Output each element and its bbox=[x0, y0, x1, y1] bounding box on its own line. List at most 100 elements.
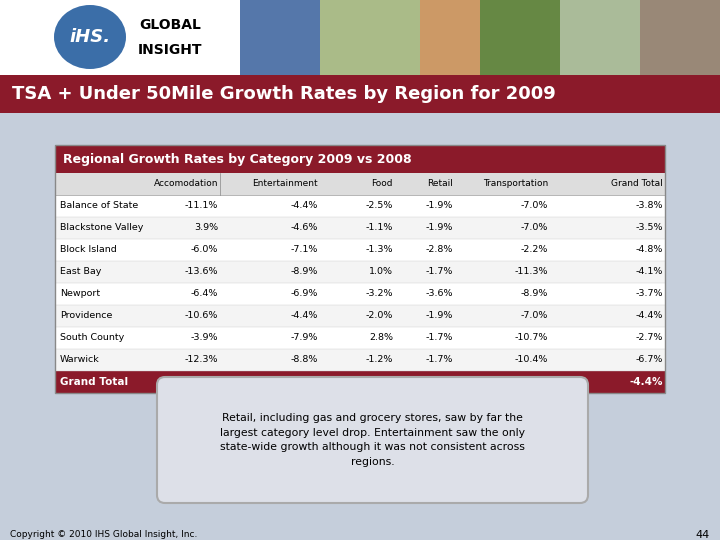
Text: -3.8%: -3.8% bbox=[636, 201, 663, 211]
Text: -4.8%: -4.8% bbox=[636, 246, 663, 254]
Bar bbox=[240, 0, 720, 75]
Bar bbox=[55, 217, 665, 239]
Bar bbox=[55, 195, 665, 217]
Text: -2.5%: -2.5% bbox=[366, 201, 393, 211]
Text: -3.9%: -3.9% bbox=[191, 334, 218, 342]
Text: Warwick: Warwick bbox=[60, 355, 100, 364]
Text: Accomodation: Accomodation bbox=[153, 179, 218, 188]
Text: -13.6%: -13.6% bbox=[184, 267, 218, 276]
Bar bbox=[640, 0, 720, 75]
Text: Retail, including gas and grocery stores, saw by far the
largest category level : Retail, including gas and grocery stores… bbox=[220, 413, 525, 467]
Text: -7.0%: -7.0% bbox=[521, 201, 548, 211]
Text: 2.8%: 2.8% bbox=[369, 334, 393, 342]
Text: -10.4%: -10.4% bbox=[515, 355, 548, 364]
Text: -5.5%: -5.5% bbox=[284, 377, 318, 387]
Text: East Bay: East Bay bbox=[60, 267, 102, 276]
Text: -8.8%: -8.8% bbox=[291, 355, 318, 364]
Text: Grand Total: Grand Total bbox=[611, 179, 663, 188]
Text: -4.4%: -4.4% bbox=[291, 201, 318, 211]
Text: -1.1%: -1.1% bbox=[366, 224, 393, 233]
Text: -4.4%: -4.4% bbox=[629, 377, 663, 387]
Text: -8.9%: -8.9% bbox=[291, 267, 318, 276]
Text: -1.3%: -1.3% bbox=[366, 246, 393, 254]
Text: -8.4%: -8.4% bbox=[515, 377, 548, 387]
Text: -1.0%: -1.0% bbox=[360, 377, 393, 387]
Text: -1.7%: -1.7% bbox=[426, 267, 453, 276]
Text: -6.0%: -6.0% bbox=[191, 246, 218, 254]
Text: Transportation: Transportation bbox=[482, 179, 548, 188]
Text: South County: South County bbox=[60, 334, 125, 342]
Text: iHS.: iHS. bbox=[69, 28, 111, 46]
Bar bbox=[55, 145, 665, 173]
Bar bbox=[0, 0, 720, 75]
Text: -12.3%: -12.3% bbox=[184, 355, 218, 364]
Text: -2.8%: -2.8% bbox=[426, 246, 453, 254]
Text: -1.2%: -1.2% bbox=[366, 355, 393, 364]
Text: Retail: Retail bbox=[427, 179, 453, 188]
Bar bbox=[0, 75, 720, 113]
Text: -6.9%: -6.9% bbox=[291, 289, 318, 299]
Text: TSA + Under 50Mile Growth Rates by Region for 2009: TSA + Under 50Mile Growth Rates by Regio… bbox=[12, 85, 556, 103]
Text: -4.1%: -4.1% bbox=[636, 267, 663, 276]
Text: -8.9%: -8.9% bbox=[521, 289, 548, 299]
Text: Block Island: Block Island bbox=[60, 246, 117, 254]
Text: Providence: Providence bbox=[60, 312, 112, 321]
Text: -2.0%: -2.0% bbox=[366, 312, 393, 321]
Text: -10.6%: -10.6% bbox=[184, 312, 218, 321]
Text: -4.6%: -4.6% bbox=[291, 224, 318, 233]
Text: GLOBAL: GLOBAL bbox=[139, 18, 201, 32]
Text: -10.7%: -10.7% bbox=[515, 334, 548, 342]
Text: -4.4%: -4.4% bbox=[636, 312, 663, 321]
Text: -2.2%: -2.2% bbox=[521, 246, 548, 254]
Text: -1.9%: -1.9% bbox=[426, 201, 453, 211]
Bar bbox=[55, 239, 665, 261]
Text: Balance of State: Balance of State bbox=[60, 201, 138, 211]
Text: 1.0%: 1.0% bbox=[369, 267, 393, 276]
Text: 44: 44 bbox=[696, 530, 710, 540]
Bar bbox=[320, 0, 420, 75]
Text: -3.5%: -3.5% bbox=[636, 224, 663, 233]
Text: -3.7%: -3.7% bbox=[636, 289, 663, 299]
Text: Food: Food bbox=[372, 179, 393, 188]
Text: -7.9%: -7.9% bbox=[291, 334, 318, 342]
Text: Blackstone Valley: Blackstone Valley bbox=[60, 224, 143, 233]
Bar bbox=[55, 327, 665, 349]
Bar bbox=[560, 0, 640, 75]
Text: Newport: Newport bbox=[60, 289, 100, 299]
Text: -7.0%: -7.0% bbox=[521, 224, 548, 233]
Text: -1.9%: -1.9% bbox=[426, 312, 453, 321]
Bar bbox=[55, 305, 665, 327]
Text: INSIGHT: INSIGHT bbox=[138, 43, 202, 57]
Text: 3.9%: 3.9% bbox=[194, 224, 218, 233]
Bar bbox=[55, 371, 665, 393]
Text: -4.4%: -4.4% bbox=[291, 312, 318, 321]
Bar bbox=[420, 0, 480, 75]
Text: -2.7%: -2.7% bbox=[636, 334, 663, 342]
Bar bbox=[55, 261, 665, 283]
Text: -6.4%: -6.4% bbox=[191, 289, 218, 299]
Bar bbox=[240, 0, 320, 75]
Bar bbox=[55, 145, 665, 393]
Text: Grand Total: Grand Total bbox=[60, 377, 128, 387]
Text: -3.6%: -3.6% bbox=[426, 289, 453, 299]
Text: Copyright © 2010 IHS Global Insight, Inc.: Copyright © 2010 IHS Global Insight, Inc… bbox=[10, 530, 197, 539]
FancyBboxPatch shape bbox=[157, 377, 588, 503]
Text: -1.7%: -1.7% bbox=[426, 334, 453, 342]
Text: -11.3%: -11.3% bbox=[515, 267, 548, 276]
Text: -1.7%: -1.7% bbox=[426, 355, 453, 364]
Bar bbox=[55, 349, 665, 371]
Text: -7.4%: -7.4% bbox=[184, 377, 218, 387]
Bar bbox=[55, 173, 665, 195]
Bar bbox=[480, 0, 560, 75]
Text: -1.9%: -1.9% bbox=[426, 224, 453, 233]
Bar bbox=[0, 0, 240, 75]
Text: -3.2%: -3.2% bbox=[366, 289, 393, 299]
Bar bbox=[55, 283, 665, 305]
Text: -6.7%: -6.7% bbox=[636, 355, 663, 364]
Text: -7.0%: -7.0% bbox=[521, 312, 548, 321]
Text: -7.1%: -7.1% bbox=[291, 246, 318, 254]
Text: Regional Growth Rates by Category 2009 vs 2008: Regional Growth Rates by Category 2009 v… bbox=[63, 152, 412, 165]
Ellipse shape bbox=[54, 5, 126, 69]
Text: Entertainment: Entertainment bbox=[253, 179, 318, 188]
Text: -2.2%: -2.2% bbox=[420, 377, 453, 387]
